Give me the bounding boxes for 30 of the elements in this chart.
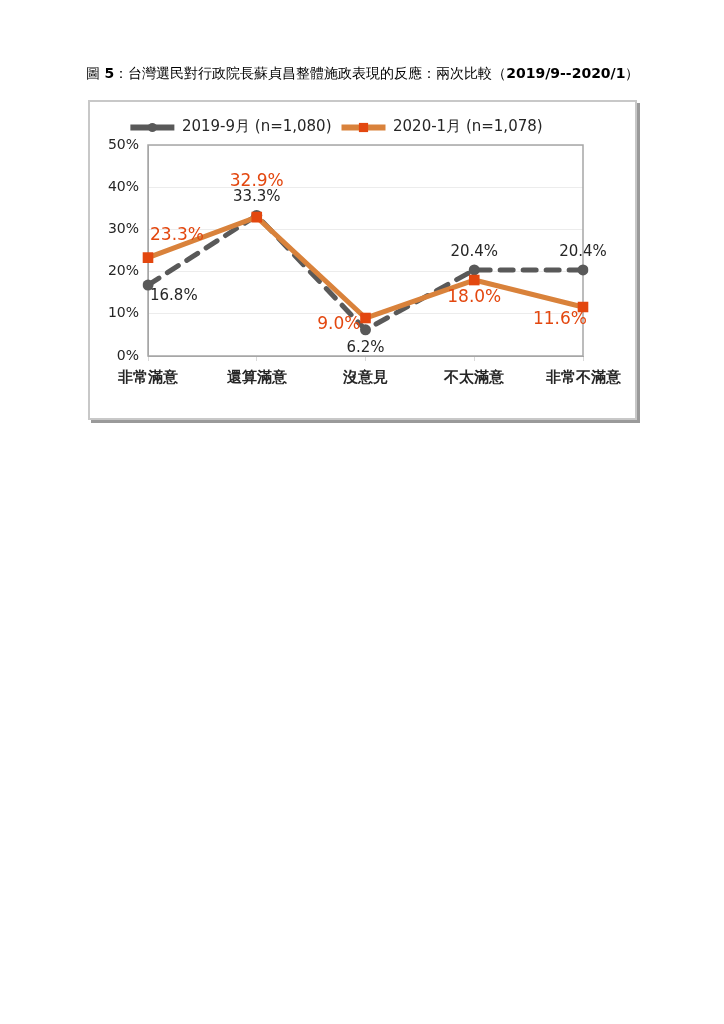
y-tick-label: 30% bbox=[107, 220, 139, 237]
data-label: 16.8% bbox=[150, 285, 198, 304]
x-tick-label: 非常不滿意 bbox=[544, 367, 622, 386]
point bbox=[360, 324, 371, 336]
data-label: 23.3% bbox=[150, 224, 205, 245]
data-label: 9.0% bbox=[317, 313, 361, 334]
data-label: 11.6% bbox=[532, 308, 587, 329]
data-label: 20.4% bbox=[559, 241, 607, 260]
point bbox=[360, 312, 371, 324]
chart-title: 圖 5：台灣選民對行政院長蘇貞昌整體施政表現的反應：兩次比較（2019/9--2020/1） bbox=[86, 65, 640, 83]
data-label: 33.3% bbox=[232, 187, 281, 206]
data-label: 32.9% bbox=[229, 169, 284, 190]
data-label: 6.2% bbox=[346, 337, 385, 356]
y-tick-label: 40% bbox=[107, 177, 139, 194]
point bbox=[468, 264, 480, 276]
data-label: 18.0% bbox=[447, 286, 502, 307]
legend-label: 2019-9月 (n=1,080) bbox=[181, 117, 332, 136]
point bbox=[468, 274, 480, 286]
point bbox=[577, 264, 589, 276]
data-label: 20.4% bbox=[450, 241, 499, 260]
point bbox=[142, 252, 154, 263]
y-tick-label: 50% bbox=[107, 135, 139, 152]
x-tick-label: 非常滿意 bbox=[117, 367, 179, 386]
x-tick-label: 還算滿意 bbox=[225, 367, 288, 386]
x-tick-label: 不太滿意 bbox=[443, 367, 506, 386]
y-tick-label: 0% bbox=[116, 346, 139, 363]
legend-label: 2020-1月 (n=1,078) bbox=[393, 117, 543, 136]
x-tick-label: 沒意見 bbox=[342, 367, 388, 386]
y-tick-label: 20% bbox=[107, 262, 139, 279]
y-tick-label: 10% bbox=[107, 304, 139, 321]
